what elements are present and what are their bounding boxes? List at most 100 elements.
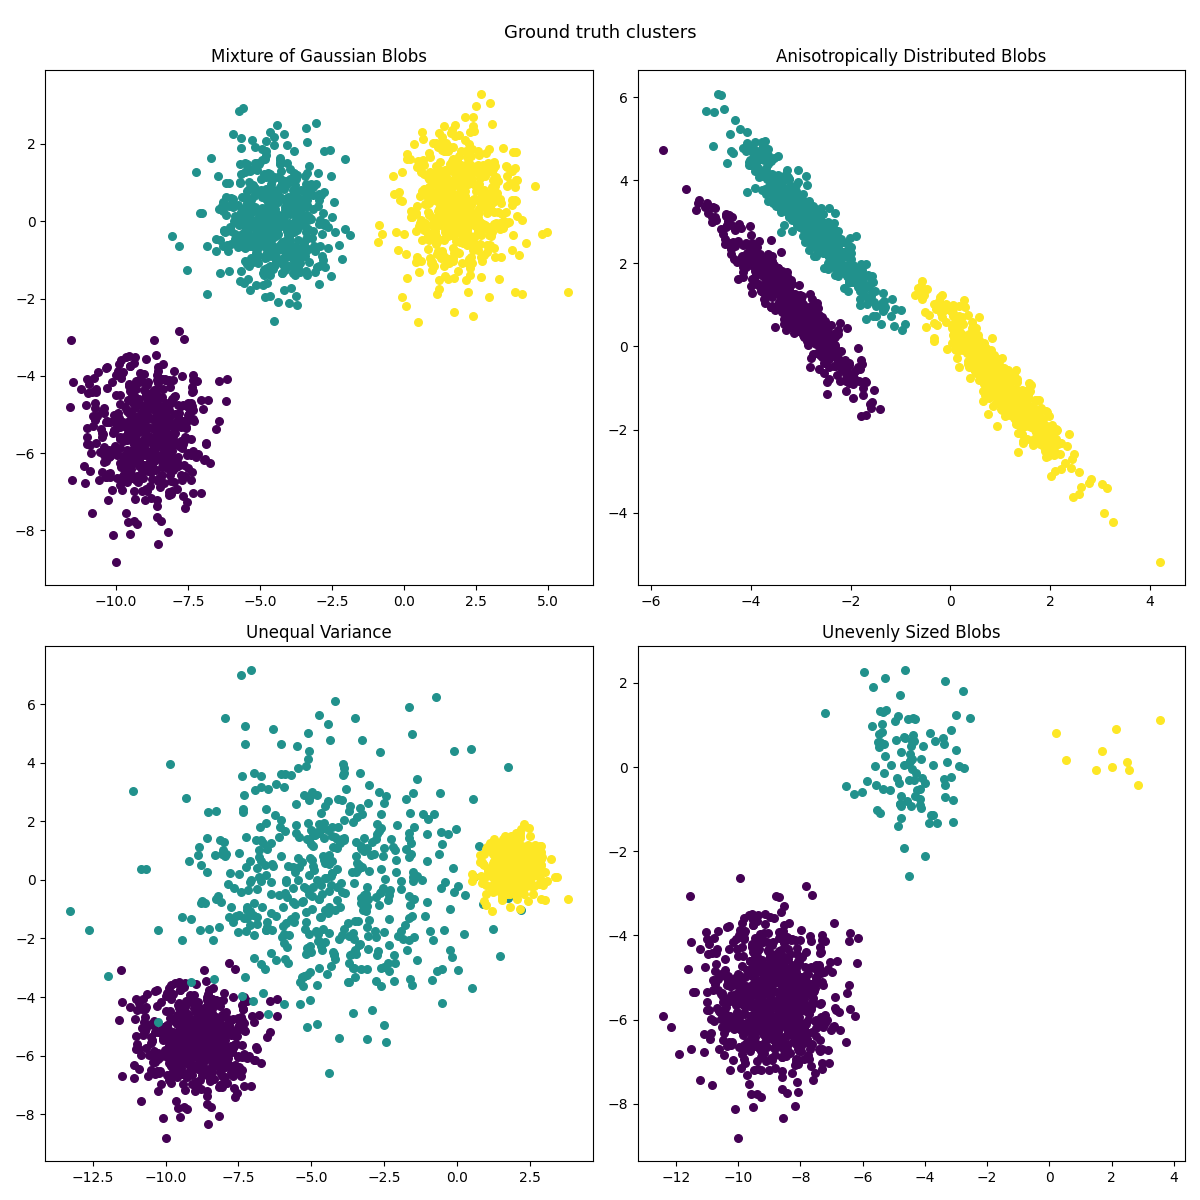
Point — [307, 258, 326, 277]
Point — [275, 125, 294, 144]
Point — [494, 853, 514, 872]
Point — [229, 905, 248, 924]
Point — [980, 377, 1000, 396]
Point — [953, 335, 972, 354]
Point — [774, 922, 793, 941]
Point — [436, 248, 455, 268]
Point — [227, 1026, 246, 1045]
Point — [492, 851, 511, 870]
Point — [865, 282, 884, 301]
Point — [439, 206, 458, 226]
Point — [335, 830, 354, 850]
Point — [432, 241, 451, 260]
Point — [1050, 433, 1069, 452]
Point — [298, 965, 317, 984]
Point — [232, 138, 251, 157]
Point — [944, 328, 964, 347]
Point — [161, 466, 180, 485]
Point — [788, 322, 808, 341]
Point — [911, 796, 930, 815]
Point — [812, 925, 832, 944]
Point — [775, 191, 794, 210]
Point — [804, 208, 823, 227]
Point — [270, 235, 289, 254]
Point — [500, 827, 520, 846]
Point — [136, 433, 155, 452]
Point — [209, 886, 228, 905]
Point — [772, 955, 791, 974]
Point — [518, 835, 538, 854]
Point — [211, 1039, 230, 1058]
Point — [452, 191, 472, 210]
Point — [798, 336, 817, 355]
Point — [772, 1037, 791, 1056]
Point — [840, 236, 859, 256]
Point — [774, 955, 793, 974]
Point — [746, 247, 766, 266]
Point — [443, 251, 462, 270]
Point — [738, 134, 757, 154]
Point — [748, 1021, 767, 1040]
Point — [156, 438, 175, 457]
Point — [226, 1063, 245, 1082]
Point — [296, 241, 316, 260]
Point — [742, 156, 761, 175]
Point — [366, 972, 385, 991]
Point — [911, 276, 930, 295]
Point — [505, 866, 524, 886]
Point — [998, 386, 1018, 406]
Point — [172, 1064, 191, 1084]
Point — [774, 1109, 793, 1128]
Point — [958, 332, 977, 352]
Point — [1008, 422, 1027, 442]
Point — [175, 329, 194, 348]
Point — [985, 366, 1004, 385]
Point — [749, 995, 768, 1014]
Point — [982, 341, 1001, 360]
Point — [182, 383, 202, 402]
Point — [286, 169, 305, 188]
Point — [794, 1019, 814, 1038]
Point — [488, 850, 508, 869]
Point — [776, 302, 796, 322]
Point — [770, 176, 790, 196]
Point — [142, 488, 161, 508]
Point — [882, 306, 901, 325]
Point — [793, 302, 812, 322]
Point — [175, 1043, 194, 1062]
Point — [788, 295, 808, 314]
Point — [463, 864, 482, 883]
Point — [798, 320, 817, 340]
Point — [756, 268, 775, 287]
Point — [130, 1060, 149, 1079]
Point — [242, 1006, 262, 1025]
Point — [977, 373, 996, 392]
Point — [319, 821, 338, 840]
Point — [247, 211, 266, 230]
Point — [136, 432, 155, 451]
Point — [779, 202, 798, 221]
Point — [187, 1018, 206, 1037]
Point — [812, 931, 832, 950]
Point — [790, 304, 809, 323]
Point — [796, 307, 815, 326]
Point — [710, 1002, 730, 1021]
Point — [240, 193, 259, 212]
Point — [400, 823, 419, 842]
Point — [234, 228, 253, 247]
Point — [744, 1021, 763, 1040]
Point — [695, 1024, 714, 1043]
Point — [779, 306, 798, 325]
Point — [473, 874, 492, 893]
Point — [853, 386, 872, 406]
Point — [131, 416, 150, 436]
Point — [268, 214, 287, 233]
Point — [112, 350, 131, 370]
Point — [793, 202, 812, 221]
Point — [278, 925, 298, 944]
Point — [490, 868, 509, 887]
Point — [252, 151, 271, 170]
Point — [787, 312, 806, 331]
Point — [197, 236, 216, 256]
Point — [964, 325, 983, 344]
